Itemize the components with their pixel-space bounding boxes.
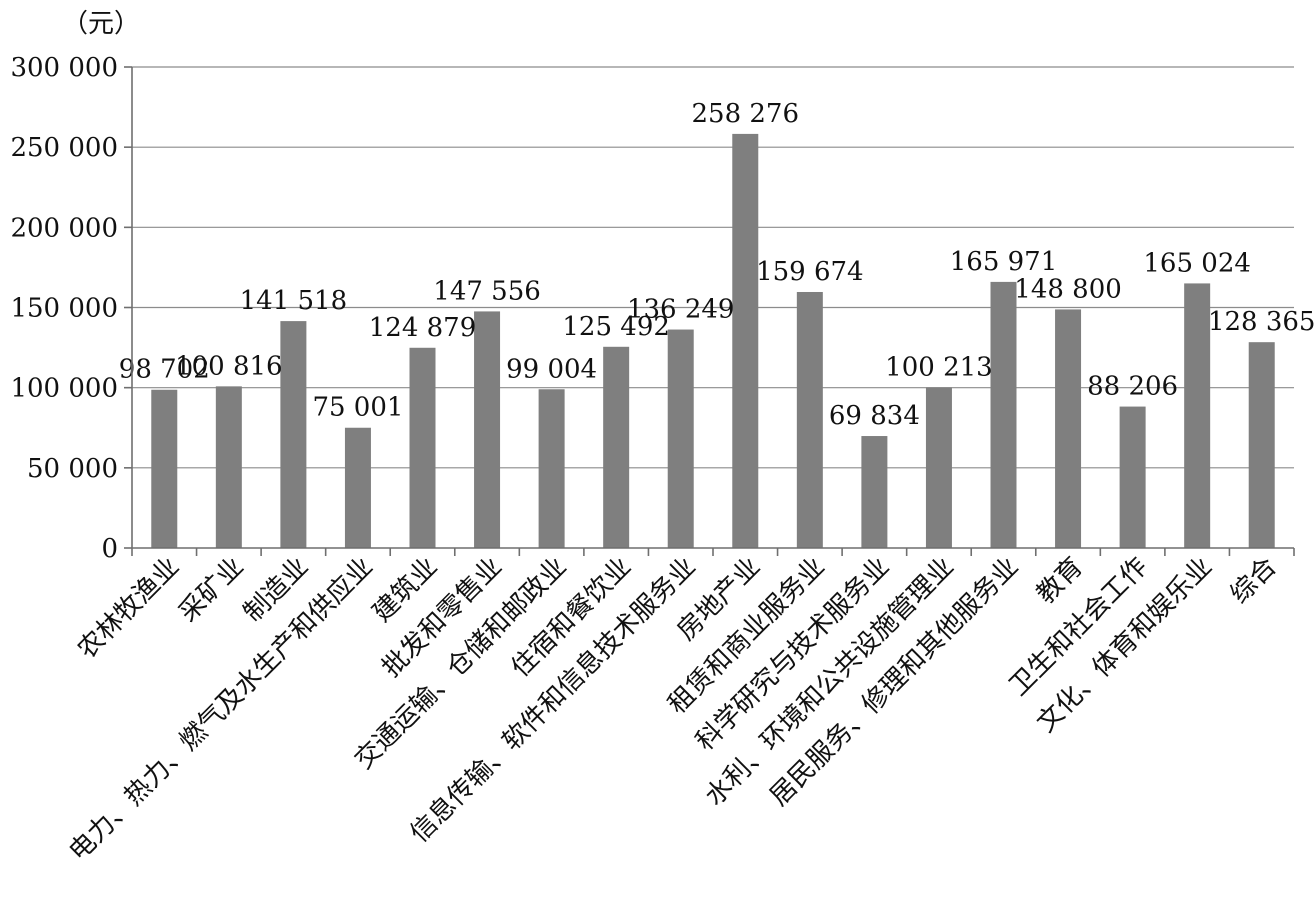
bar: [280, 321, 307, 548]
x-category-label: 农林牧渔业: [72, 552, 185, 665]
axes: [124, 66, 1295, 556]
data-label: 147 556: [433, 276, 541, 306]
data-label: 75 001: [312, 393, 403, 423]
data-label: 100 816: [175, 351, 283, 381]
bar: [861, 436, 888, 548]
data-label: 165 024: [1143, 248, 1251, 278]
y-axis-tick-labels: 0 50 000 100 000 150 000 200 000 250 000 300 0…: [10, 53, 118, 564]
bar: [732, 133, 759, 549]
data-label: 99 004: [506, 354, 597, 384]
data-label: 88 206: [1087, 372, 1178, 402]
bar: [409, 347, 436, 548]
y-tick-label: 100 000: [10, 374, 118, 404]
bar: [603, 346, 630, 548]
bar: [796, 291, 823, 548]
data-label: 125 492: [562, 312, 670, 342]
data-label: 141 518: [240, 286, 348, 316]
bar: [151, 389, 178, 548]
data-label: 100 213: [885, 352, 993, 382]
bar: [1119, 406, 1146, 548]
y-tick-label: 250 000: [10, 133, 118, 163]
data-label: 128 365: [1208, 307, 1316, 337]
y-tick-label: 150 000: [10, 294, 118, 324]
bar: [474, 311, 501, 548]
x-axis-category-labels: 农林牧渔业采矿业制造业电力、热力、燃气及水生产和供应业建筑业批发和零售业交通运输…: [64, 552, 1283, 867]
bar: [1184, 283, 1211, 548]
bar: [344, 427, 371, 548]
data-label: 258 276: [692, 99, 800, 129]
data-label: 165 971: [950, 247, 1058, 277]
bar: [215, 386, 242, 548]
x-category-label: 采矿业: [173, 552, 249, 628]
y-axis-unit-label: （元）: [62, 9, 140, 39]
data-label: 124 879: [369, 313, 477, 343]
y-tick-label: 50 000: [27, 454, 118, 484]
gridlines: [132, 66, 1294, 469]
bar: [990, 281, 1017, 548]
x-category-label: 教育: [1031, 552, 1089, 610]
bar: [925, 387, 952, 548]
data-label: 98 702: [119, 355, 210, 385]
y-tick-label: 200 000: [10, 213, 118, 243]
y-tick-label: 0: [101, 534, 118, 564]
bar: [1055, 309, 1082, 548]
bars: [151, 133, 1275, 549]
data-label: 69 834: [829, 401, 920, 431]
bar: [538, 389, 565, 548]
data-label: 159 674: [756, 257, 864, 287]
bar: [667, 329, 694, 548]
data-label: 136 249: [627, 295, 735, 325]
data-label: 148 800: [1014, 274, 1122, 304]
x-category-label: 综合: [1225, 552, 1283, 610]
bar: [1248, 342, 1275, 548]
y-tick-label: 300 000: [10, 53, 118, 83]
